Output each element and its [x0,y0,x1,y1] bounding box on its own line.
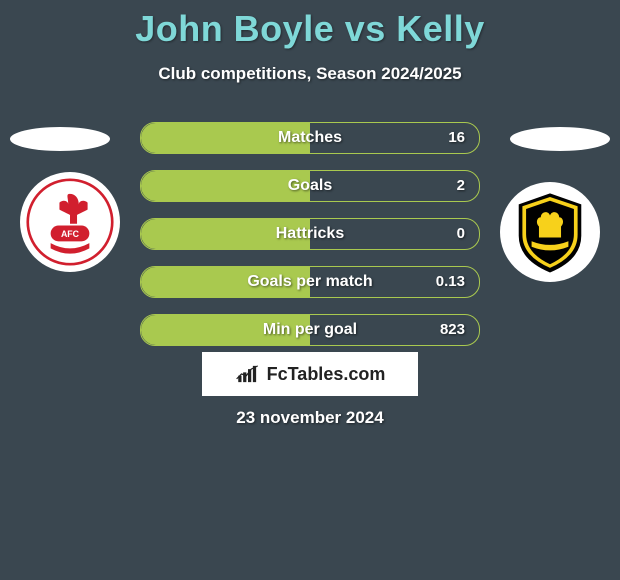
stat-row-goals: Goals 2 [140,170,480,202]
player-right-avatar [510,127,610,151]
branding-box: FcTables.com [202,352,418,396]
branding-text: FcTables.com [267,364,386,385]
stat-value: 16 [448,123,465,153]
club-badge-right [500,182,600,282]
stat-fill [141,171,310,201]
stat-row-matches: Matches 16 [140,122,480,154]
player-left-avatar [10,127,110,151]
stat-value: 0 [457,219,465,249]
date-line: 23 november 2024 [0,408,620,428]
stat-row-min-per-goal: Min per goal 823 [140,314,480,346]
club-badge-left: AFC [20,172,120,272]
stat-value: 0.13 [436,267,465,297]
stats-block: Matches 16 Goals 2 Hattricks 0 Goals per… [140,122,480,362]
stat-value: 2 [457,171,465,201]
club-crest-left-icon: AFC [26,178,114,266]
stat-row-goals-per-match: Goals per match 0.13 [140,266,480,298]
stat-fill [141,267,310,297]
stat-value: 823 [440,315,465,345]
chart-icon [235,363,261,385]
page-title: John Boyle vs Kelly [0,0,620,50]
stat-fill [141,123,310,153]
stat-fill [141,219,310,249]
club-crest-right-icon [504,186,596,278]
svg-text:AFC: AFC [61,229,80,239]
subtitle: Club competitions, Season 2024/2025 [0,64,620,84]
stat-fill [141,315,310,345]
comparison-card: John Boyle vs Kelly Club competitions, S… [0,0,620,580]
stat-row-hattricks: Hattricks 0 [140,218,480,250]
